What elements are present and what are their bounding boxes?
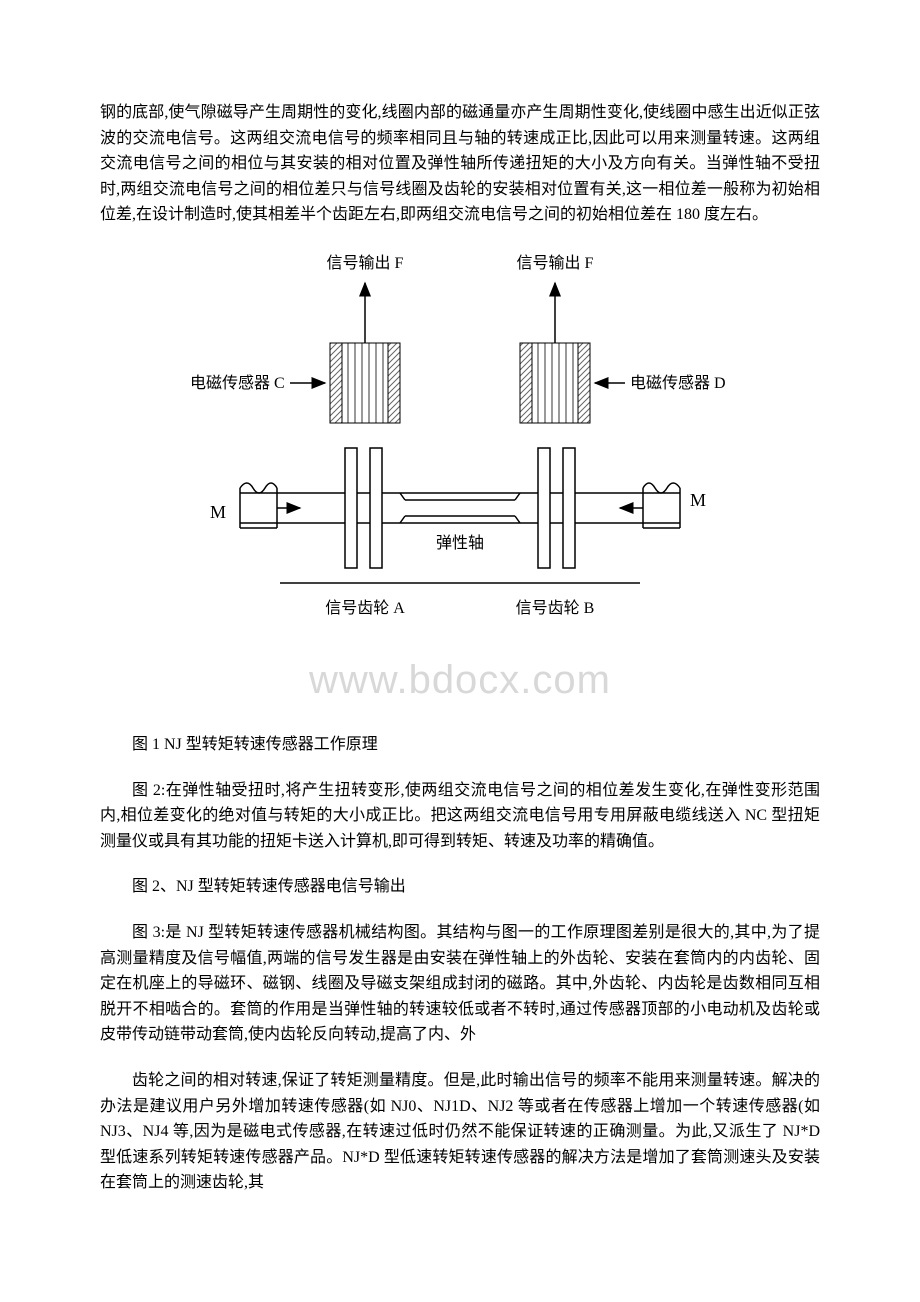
body-paragraph-3: 图 3:是 NJ 型转矩转速传感器机械结构图。其结构与图一的工作原理图差别是很大… [100,920,820,1048]
label-signal-out-left: 信号输出 F [327,254,404,272]
body-paragraph-1: 钢的底部,使气隙磁导产生周期性的变化,线圈内部的磁通量亦产生周期性变化,使线圈中… [100,100,820,228]
label-sensor-c: 电磁传感器 C [190,374,285,392]
figure-1: 信号输出 F 信号输出 F 电磁传感器 C 电磁传感器 D [100,248,820,712]
label-m-right: M [690,490,706,510]
label-signal-out-right: 信号输出 F [517,254,594,272]
body-paragraph-4: 齿轮之间的相对转速,保证了转矩测量精度。但是,此时输出信号的频率不能用来测量转速… [100,1068,820,1196]
watermark-text: www.bdocx.com [100,648,820,712]
label-m-left: M [210,502,226,522]
body-paragraph-2: 图 2:在弹性轴受扭时,将产生扭转变形,使两组交流电信号之间的相位差发生变化,在… [100,778,820,855]
label-gear-a: 信号齿轮 A [325,599,405,617]
figure-1-caption: 图 1 NJ 型转矩转速传感器工作原理 [100,732,820,758]
label-gear-b: 信号齿轮 B [516,599,595,617]
figure-2-caption: 图 2、NJ 型转矩转速传感器电信号输出 [100,874,820,900]
label-sensor-d: 电磁传感器 D [630,374,726,392]
diagram-svg: 信号输出 F 信号输出 F 电磁传感器 C 电磁传感器 D [180,248,740,658]
label-elastic-shaft: 弹性轴 [436,534,484,552]
